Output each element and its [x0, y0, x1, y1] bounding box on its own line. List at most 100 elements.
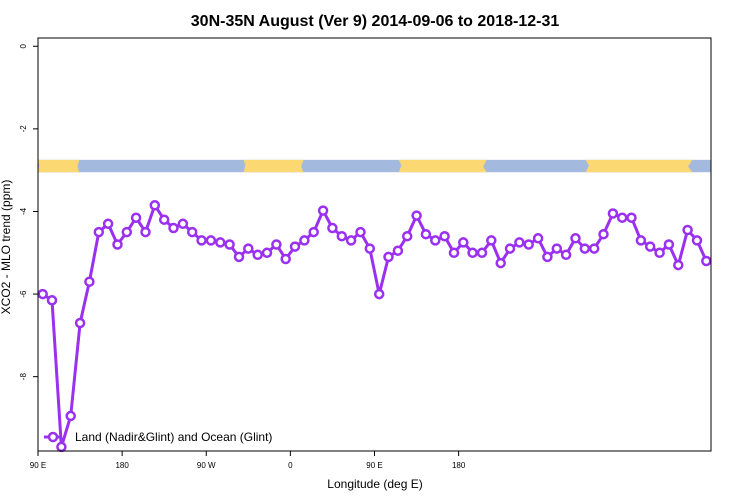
x-tick-label-2: 90 W	[197, 461, 216, 470]
data-point-8	[112, 239, 123, 250]
data-point-25	[271, 239, 282, 250]
data-point-69	[682, 224, 693, 236]
data-point-66	[654, 247, 665, 259]
data-point-27	[289, 241, 301, 252]
data-point-48	[486, 235, 497, 246]
land-band-0	[38, 159, 80, 173]
data-point-53	[532, 233, 544, 244]
data-point-13	[158, 214, 170, 225]
data-point-40	[411, 210, 422, 221]
data-point-52	[523, 239, 534, 250]
data-point-30	[317, 205, 329, 216]
land-band-2	[398, 159, 487, 173]
data-point-44	[448, 247, 460, 259]
data-point-50	[504, 243, 516, 254]
land-band-1	[243, 159, 304, 173]
y-axis-label: XCO2 - MLO trend (ppm)	[0, 180, 13, 315]
x-tick-label-5: 180	[452, 461, 466, 470]
data-point-55	[551, 243, 563, 254]
data-point-51	[514, 237, 525, 248]
data-point-3	[65, 410, 76, 422]
data-point-29	[308, 226, 319, 238]
data-point-16	[186, 226, 198, 238]
data-point-57	[570, 233, 581, 244]
x-axis: 90 E 180 90 W 0 90 E 180	[30, 451, 466, 470]
data-point-18	[205, 235, 217, 246]
data-point-64	[635, 235, 647, 246]
land-ocean-mask-strip	[38, 159, 711, 173]
data-point-20	[224, 239, 235, 250]
series-layer	[37, 200, 712, 453]
data-point-37	[383, 251, 394, 263]
x-tick-label-4: 90 E	[366, 461, 382, 470]
legend: Land (Nadir&Glint) and Ocean (Glint)	[44, 430, 272, 444]
chart-title: 30N-35N August (Ver 9) 2014-09-06 to 201…	[191, 13, 560, 30]
data-point-67	[663, 239, 675, 250]
plot-area-frame	[37, 37, 712, 452]
data-point-38	[392, 245, 404, 256]
data-point-49	[495, 257, 506, 269]
y-tick-label-3: -6	[19, 290, 28, 298]
x-tick-label-3: 0	[288, 461, 293, 470]
data-point-45	[458, 237, 469, 248]
x-tick-label-0: 90 E	[30, 461, 46, 470]
data-point-5	[84, 276, 95, 287]
y-tick-label-1: -2	[19, 125, 28, 133]
data-point-56	[560, 249, 572, 261]
data-point-4	[74, 317, 86, 329]
data-point-62	[616, 212, 628, 223]
data-point-26	[280, 253, 291, 265]
data-point-70	[691, 235, 703, 246]
data-point-59	[588, 243, 600, 254]
data-point-34	[355, 226, 366, 238]
data-point-54	[542, 251, 553, 263]
y-tick-label-4: -8	[19, 373, 28, 381]
data-point-15	[177, 218, 189, 230]
data-point-71	[701, 255, 712, 267]
data-point-68	[673, 259, 684, 271]
data-point-33	[345, 235, 357, 246]
y-tick-label-0: 0	[19, 43, 28, 48]
data-point-2	[56, 441, 67, 453]
data-point-23	[252, 249, 263, 261]
ocean-band	[38, 159, 711, 173]
data-point-6	[93, 226, 105, 238]
data-point-65	[644, 241, 656, 252]
data-point-36	[373, 288, 385, 300]
data-point-35	[364, 243, 376, 254]
data-point-21	[233, 251, 245, 263]
data-point-60	[598, 228, 609, 240]
data-point-17	[196, 235, 207, 246]
y-axis: 0 -2 -4 -6 -8	[19, 43, 38, 380]
data-point-24	[261, 247, 273, 259]
data-point-0	[37, 288, 48, 300]
data-point-11	[140, 226, 151, 238]
data-point-32	[336, 230, 348, 242]
data-point-61	[607, 208, 619, 219]
data-point-42	[430, 235, 441, 246]
data-point-58	[579, 243, 591, 254]
data-point-10	[130, 212, 142, 223]
data-point-14	[168, 222, 179, 234]
data-point-28	[299, 235, 310, 246]
data-point-7	[102, 218, 114, 230]
x-tick-label-1: 180	[115, 461, 129, 470]
land-band-3	[585, 159, 693, 173]
data-point-31	[327, 222, 338, 234]
data-point-1	[46, 295, 58, 306]
data-point-63	[626, 212, 637, 223]
x-axis-label: Longitude (deg E)	[327, 477, 422, 491]
legend-marker-swatch	[47, 431, 59, 443]
series-line-0	[41, 203, 708, 449]
legend-label: Land (Nadir&Glint) and Ocean (Glint)	[75, 430, 272, 444]
data-point-39	[401, 230, 413, 242]
data-point-46	[467, 247, 478, 259]
data-point-22	[243, 243, 254, 254]
data-point-9	[121, 226, 133, 238]
data-point-41	[420, 228, 432, 240]
y-tick-label-2: -4	[19, 207, 28, 215]
data-point-19	[215, 237, 226, 248]
data-point-12	[149, 200, 161, 211]
data-point-47	[476, 247, 488, 259]
